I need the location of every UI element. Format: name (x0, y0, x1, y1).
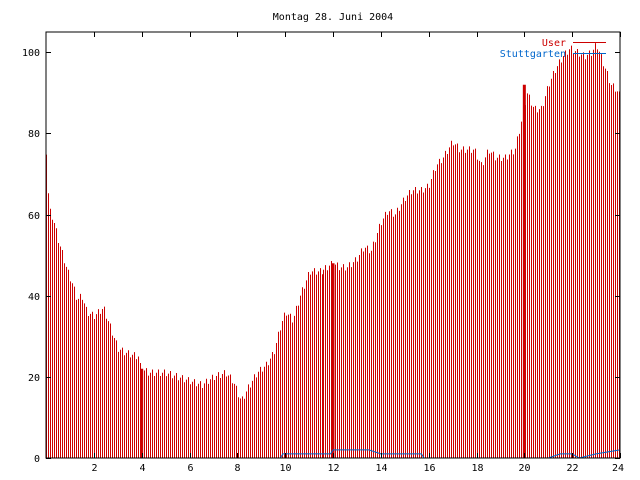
user-spike (522, 84, 526, 458)
legend-label-stuttgarten: Stuttgarten (500, 49, 566, 60)
legend-label-user: User (542, 38, 566, 49)
legend: User Stuttgarten (500, 38, 606, 60)
y-tick-label: 40 (28, 292, 40, 303)
x-tick-label: 12 (327, 463, 339, 474)
user-spikes (140, 84, 526, 458)
x-tick-label: 24 (612, 463, 624, 474)
x-axis: 2 4 6 8 10 12 14 16 18 20 22 24 (91, 32, 624, 474)
x-tick-label: 16 (423, 463, 435, 474)
y-tick-label: 60 (28, 211, 40, 222)
x-tick-label: 2 (91, 463, 97, 474)
chart-title: Montag 28. Juni 2004 (273, 12, 393, 23)
y-tick-label: 0 (34, 454, 40, 465)
x-tick-label: 14 (375, 463, 387, 474)
x-tick-label: 18 (471, 463, 483, 474)
user-spike (331, 263, 335, 458)
x-tick-label: 6 (187, 463, 193, 474)
x-tick-label: 4 (139, 463, 145, 474)
x-tick-label: 8 (234, 463, 240, 474)
y-tick-label: 20 (28, 373, 40, 384)
user-spike (140, 368, 144, 458)
y-tick-label: 80 (28, 129, 40, 140)
user-bars (46, 43, 620, 458)
x-tick-label: 10 (279, 463, 291, 474)
x-tick-label: 22 (566, 463, 578, 474)
y-tick-label: 100 (22, 48, 40, 59)
stuttgarten-line (46, 449, 621, 459)
y-axis: 0 20 40 60 80 100 (22, 48, 620, 465)
x-tick-label: 20 (518, 463, 530, 474)
